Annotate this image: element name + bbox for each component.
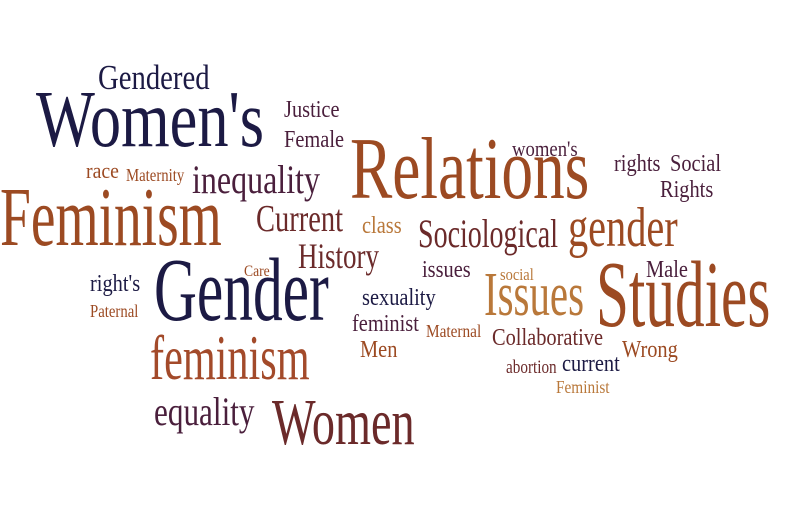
- word-maternal: Maternal: [426, 321, 482, 341]
- word-feminist: feminist: [352, 311, 419, 337]
- word-collaborative: Collaborative: [492, 325, 604, 351]
- word-womens-big: Women's: [36, 76, 265, 164]
- word-maternity: Maternity: [126, 165, 185, 185]
- word-feminist-cap: Feminist: [556, 377, 610, 397]
- word-wrong: Wrong: [622, 337, 678, 363]
- word-men: Men: [360, 337, 398, 363]
- word-paternal: Paternal: [90, 301, 139, 321]
- word-abortion: abortion: [506, 357, 557, 378]
- word-justice: Justice: [284, 97, 340, 123]
- word-current-small: current: [562, 351, 620, 377]
- word-current-cap: Current: [256, 198, 344, 240]
- word-social-small: social: [500, 265, 534, 284]
- word-equality: equality: [154, 389, 255, 434]
- word-womens-small: women's: [512, 136, 578, 161]
- word-rights-cap: Rights: [660, 177, 714, 203]
- word-gender-big: Gender: [154, 241, 329, 340]
- word-rights: rights: [614, 151, 661, 177]
- word-relations: Relations: [350, 121, 590, 218]
- word-women: Women: [272, 386, 415, 459]
- word-gender-small: gender: [568, 197, 678, 259]
- word-feminism-small: feminism: [150, 322, 310, 393]
- word-care: Care: [244, 263, 270, 280]
- word-race: race: [86, 158, 119, 183]
- word-male: Male: [646, 257, 688, 283]
- word-sexuality: sexuality: [362, 285, 436, 311]
- word-inequality: inequality: [192, 157, 320, 202]
- word-history: History: [298, 236, 379, 276]
- word-gendered: Gendered: [98, 58, 210, 97]
- word-social-cap: Social: [670, 151, 721, 177]
- word-rights-apos: right's: [90, 271, 141, 297]
- word-female: Female: [284, 127, 345, 153]
- word-issues-big: Issues: [484, 261, 585, 329]
- word-issues-small: issues: [422, 257, 471, 283]
- word-feminism-big: Feminism: [0, 171, 222, 264]
- word-sociological: Sociological: [418, 211, 558, 256]
- word-studies: Studies: [596, 243, 771, 347]
- word-class: class: [362, 213, 402, 239]
